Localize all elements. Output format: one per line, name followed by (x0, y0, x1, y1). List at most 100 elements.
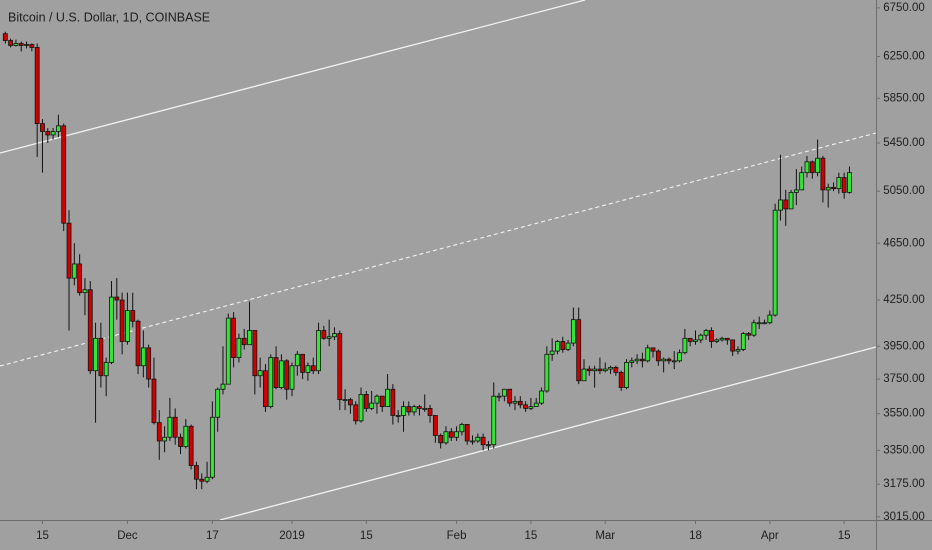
candle-body (592, 368, 598, 372)
candle-body (778, 199, 783, 211)
candle-body (820, 157, 826, 191)
candle-body (698, 334, 704, 341)
x-tick-label: 17 (206, 530, 219, 542)
candle-body (225, 317, 231, 385)
candle-body (82, 289, 88, 294)
candle-body (93, 337, 98, 372)
candle-body (140, 347, 146, 367)
candle-body (544, 353, 550, 392)
candle-body (602, 368, 608, 372)
candle-body (103, 362, 109, 377)
candle-body (799, 172, 805, 191)
y-tick-label: 3350.00 (883, 444, 925, 456)
candle-body (40, 123, 45, 132)
candle-body (459, 424, 465, 433)
candle-body (772, 209, 778, 316)
candle-body (815, 157, 820, 174)
candle-body (289, 365, 295, 390)
candle-body (624, 362, 629, 388)
channel-lower-line (219, 346, 877, 521)
candle-body (156, 422, 162, 442)
candle-body (209, 416, 215, 478)
candle-body (61, 125, 67, 224)
candle-body (640, 358, 645, 362)
candle-body (263, 370, 268, 408)
candle-body (29, 44, 35, 48)
candle-body (257, 370, 263, 377)
candle-body (486, 444, 491, 447)
candle-body (199, 478, 205, 482)
candle-body (125, 310, 130, 342)
candle-body (687, 337, 693, 342)
candle-body (8, 40, 14, 46)
candle-body (528, 406, 534, 409)
candle-body (13, 43, 19, 46)
candle-body (793, 189, 799, 193)
candle-body (645, 347, 651, 362)
y-tick-label: 3750.00 (883, 373, 925, 385)
candle-body (204, 476, 210, 482)
y-tick-label: 5450.00 (883, 137, 925, 149)
candle-body (236, 337, 242, 358)
candle-body (215, 388, 221, 418)
candle-body (735, 349, 741, 352)
x-tick-label: 2019 (279, 530, 305, 542)
candle-body (783, 199, 789, 210)
candle-body (194, 465, 199, 480)
candle-body (353, 404, 359, 422)
candle-body (512, 400, 518, 404)
x-tick-label: Feb (447, 530, 467, 542)
candle-body (114, 296, 120, 301)
candle-body (480, 436, 486, 446)
candle-body (788, 191, 794, 210)
candle-body (443, 431, 449, 444)
y-tick-label: 5050.00 (883, 185, 925, 197)
candle-body (273, 357, 279, 388)
candle-body (363, 394, 369, 409)
candle-body (767, 314, 773, 324)
y-tick-label: 6750.00 (883, 2, 925, 14)
candle-body (730, 339, 736, 352)
candle-body (724, 337, 730, 341)
x-tick-label: 15 (36, 530, 49, 542)
candle-body (178, 436, 183, 447)
candle-body (454, 431, 459, 438)
y-tick-label: 4250.00 (883, 294, 925, 306)
candle-body (300, 353, 306, 373)
candle-body (98, 337, 104, 377)
candle-body (395, 415, 401, 417)
y-tick-label: 3015.00 (883, 511, 925, 523)
candle-body (278, 360, 284, 388)
candle-body (586, 368, 592, 372)
candle-body (825, 186, 831, 191)
candle-body (66, 222, 72, 279)
candle-body (576, 319, 582, 382)
candle-body (406, 406, 412, 413)
candle-body (756, 322, 762, 325)
candle-body (369, 402, 375, 409)
candle-body (507, 388, 513, 404)
chart-title: Bitcoin / U.S. Dollar, 1D, COINBASE (8, 10, 210, 24)
candle-body (714, 339, 720, 342)
candle-body (34, 47, 40, 124)
candle-body (422, 407, 428, 410)
x-tick-label: 15 (525, 530, 538, 542)
x-tick-label: 15 (838, 530, 851, 542)
x-tick-label: 15 (360, 530, 373, 542)
candle-body (570, 319, 576, 344)
candle-body (671, 360, 677, 363)
candle-body (496, 395, 502, 398)
candle-body (167, 416, 173, 438)
candle-body (417, 406, 422, 409)
candle-body (517, 400, 523, 406)
candle-body (709, 330, 714, 342)
candle-body (809, 161, 815, 174)
candle-body (438, 435, 444, 444)
y-tick-label: 3950.00 (883, 340, 925, 352)
candle-body (45, 131, 51, 136)
candle-body (533, 402, 539, 408)
candle-body (284, 360, 290, 390)
candle-body (109, 296, 114, 363)
